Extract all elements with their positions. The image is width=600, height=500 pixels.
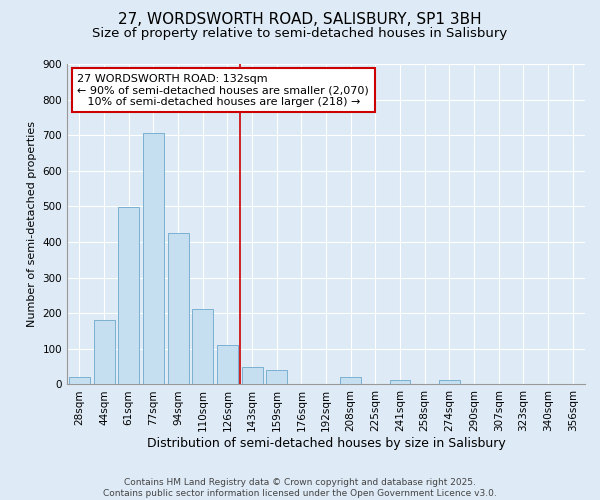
Text: Size of property relative to semi-detached houses in Salisbury: Size of property relative to semi-detach… [92,28,508,40]
Bar [389,380,410,384]
Bar [69,376,90,384]
Y-axis label: Number of semi-detached properties: Number of semi-detached properties [27,121,37,327]
Bar [192,308,213,384]
Text: Contains HM Land Registry data © Crown copyright and database right 2025.
Contai: Contains HM Land Registry data © Crown c… [103,478,497,498]
X-axis label: Distribution of semi-detached houses by size in Salisbury: Distribution of semi-detached houses by … [146,437,505,450]
Bar [143,133,164,384]
Text: 27 WORDSWORTH ROAD: 132sqm
← 90% of semi-detached houses are smaller (2,070)
   : 27 WORDSWORTH ROAD: 132sqm ← 90% of semi… [77,74,369,107]
Bar [266,370,287,384]
Bar [118,208,139,384]
Text: 27, WORDSWORTH ROAD, SALISBURY, SP1 3BH: 27, WORDSWORTH ROAD, SALISBURY, SP1 3BH [118,12,482,28]
Bar [217,346,238,385]
Bar [439,380,460,384]
Bar [167,233,188,384]
Bar [242,366,263,384]
Bar [94,320,115,384]
Bar [340,378,361,384]
